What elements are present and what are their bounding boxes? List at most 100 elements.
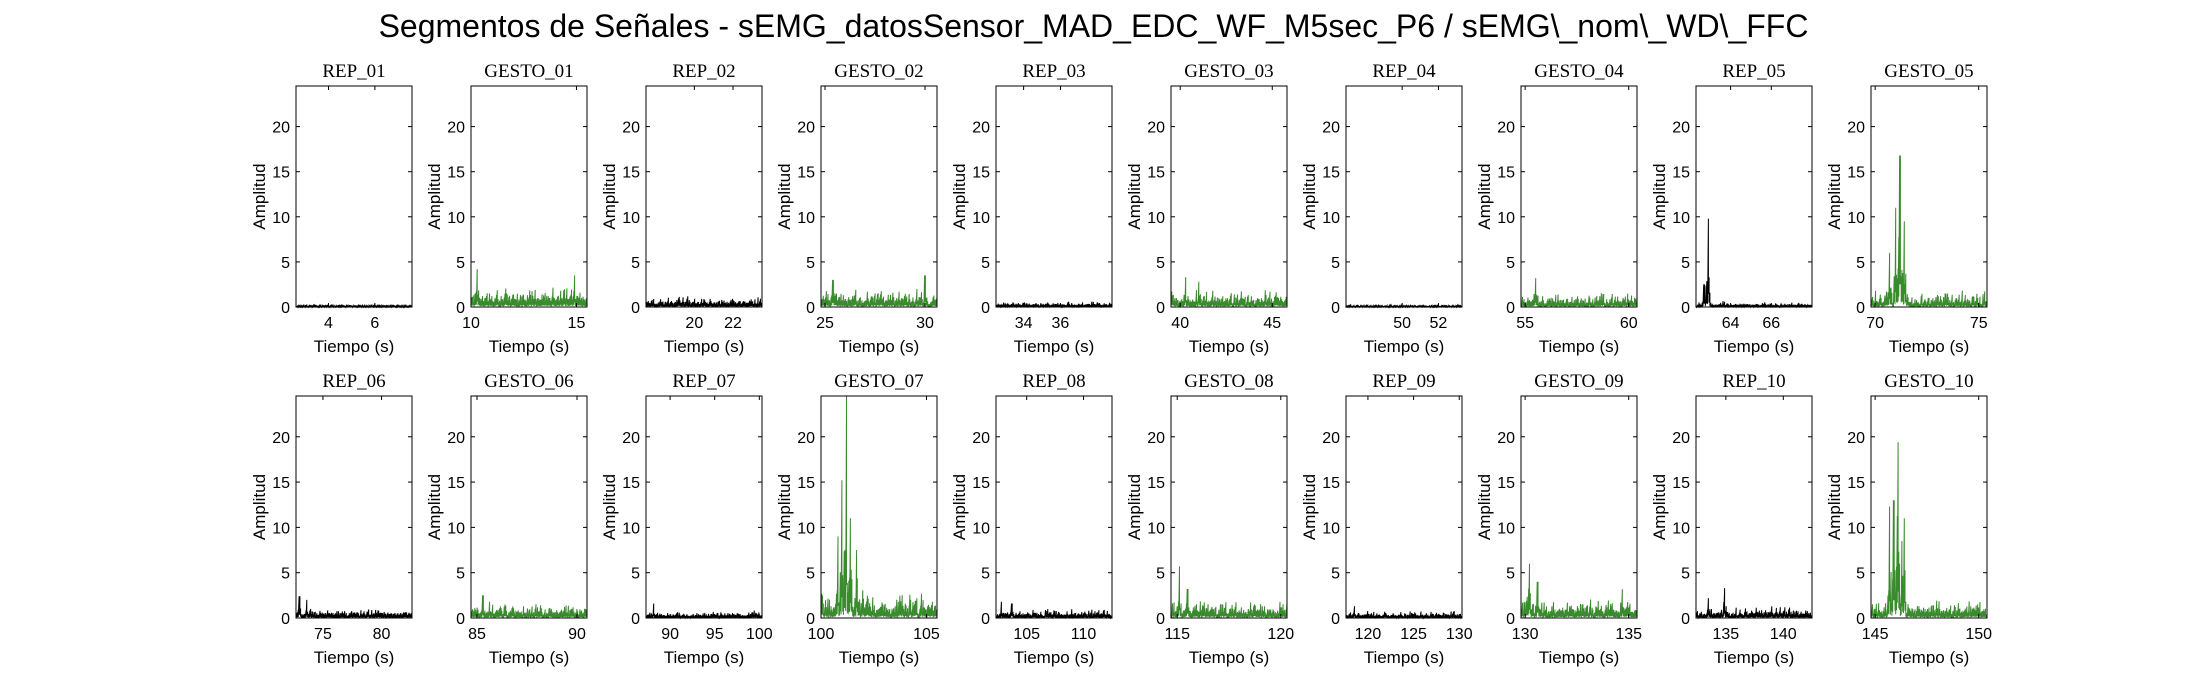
y-axis-label: Amplitud	[950, 474, 969, 540]
y-tick-label: 15	[1497, 165, 1515, 182]
subplot-title: REP_04	[1372, 61, 1436, 82]
y-tick-label: 20	[1497, 430, 1515, 447]
y-tick-label: 10	[1847, 520, 1865, 537]
y-tick-label: 15	[1147, 475, 1165, 492]
signal-trace	[995, 601, 1113, 620]
signal-trace	[1520, 278, 1638, 309]
y-tick-label: 5	[981, 566, 990, 583]
subplot-title: REP_02	[672, 61, 735, 82]
axes-box	[1520, 85, 1638, 308]
subplot-gesto-01: 0 5 10 15 20 10 15 GESTO_01 Tiempo (s) Amplitud	[425, 61, 588, 356]
y-tick-label: 5	[806, 255, 815, 272]
y-tick-label: 5	[281, 566, 290, 583]
x-tick-label: 120	[1267, 626, 1294, 643]
y-tick-label: 0	[1506, 300, 1515, 317]
axes-box	[1170, 85, 1288, 308]
y-tick-label: 10	[447, 210, 465, 227]
y-tick-label: 15	[622, 475, 640, 492]
y-tick-label: 0	[981, 611, 990, 628]
y-axis-label: Amplitud	[1300, 474, 1319, 540]
subplot-rep-07: 0 5 10 15 20 90 95 100 REP_07 Tiempo (s) Amplitud	[600, 371, 773, 667]
subplot-gesto-10: 0 5 10 15 20 145 150 GESTO_10 Tiempo (s) Amplitud	[1825, 371, 1992, 667]
y-axis-label: Amplitud	[1825, 163, 1844, 229]
y-tick-label: 10	[1497, 520, 1515, 537]
axes-box	[1870, 395, 1988, 619]
y-tick-label: 15	[272, 475, 290, 492]
y-axis-label: Amplitud	[950, 163, 969, 229]
subplot-title: GESTO_01	[484, 61, 573, 82]
y-tick-label: 15	[797, 475, 815, 492]
signal-trace	[995, 301, 1113, 309]
y-tick-label: 10	[447, 520, 465, 537]
x-axis-label: Tiempo (s)	[664, 337, 745, 356]
y-tick-label: 0	[1156, 611, 1165, 628]
y-tick-label: 20	[1322, 430, 1340, 447]
y-tick-label: 15	[272, 165, 290, 182]
y-tick-label: 10	[272, 520, 290, 537]
y-tick-label: 15	[1847, 475, 1865, 492]
axes-box	[1695, 85, 1813, 308]
y-axis-label: Amplitud	[250, 474, 269, 540]
x-tick-label: 100	[746, 626, 773, 643]
y-tick-label: 5	[1506, 255, 1515, 272]
x-tick-label: 100	[808, 626, 835, 643]
y-tick-label: 15	[1322, 475, 1340, 492]
y-tick-label: 20	[622, 120, 640, 137]
y-tick-label: 10	[622, 520, 640, 537]
y-axis-label: Amplitud	[600, 474, 619, 540]
y-tick-label: 10	[797, 210, 815, 227]
subplot-rep-10: 0 5 10 15 20 135 140 REP_10 Tiempo (s) Amplitud	[1650, 371, 1813, 667]
x-tick-label: 125	[1400, 626, 1427, 643]
y-tick-label: 5	[631, 566, 640, 583]
y-tick-label: 0	[1681, 611, 1690, 628]
y-axis-label: Amplitud	[1125, 163, 1144, 229]
axes-box	[1520, 395, 1638, 619]
x-tick-label: 20	[685, 315, 703, 332]
y-tick-label: 10	[972, 520, 990, 537]
axes-box	[1345, 395, 1463, 619]
y-tick-label: 10	[1322, 210, 1340, 227]
subplot-title: REP_07	[672, 371, 735, 392]
axes-box	[470, 85, 588, 308]
y-tick-label: 0	[1156, 300, 1165, 317]
signal-trace	[820, 275, 938, 309]
y-tick-label: 10	[1847, 210, 1865, 227]
subplot-rep-04: 0 5 10 15 20 50 52 REP_04 Tiempo (s) Amplitud	[1300, 61, 1463, 356]
x-tick-label: 60	[1620, 315, 1638, 332]
y-tick-label: 20	[797, 430, 815, 447]
y-tick-label: 15	[797, 165, 815, 182]
x-tick-label: 130	[1512, 626, 1539, 643]
y-axis-label: Amplitud	[775, 163, 794, 229]
x-tick-label: 34	[1015, 315, 1033, 332]
y-tick-label: 20	[797, 120, 815, 137]
y-tick-label: 5	[1331, 566, 1340, 583]
y-tick-label: 10	[797, 520, 815, 537]
x-tick-label: 105	[913, 626, 940, 643]
y-tick-label: 10	[272, 210, 290, 227]
x-tick-label: 45	[1263, 315, 1281, 332]
y-tick-label: 0	[631, 611, 640, 628]
x-tick-label: 10	[462, 315, 480, 332]
subplot-title: GESTO_08	[1184, 371, 1273, 392]
y-tick-label: 5	[1681, 255, 1690, 272]
subplot-gesto-02: 0 5 10 15 20 25 30 GESTO_02 Tiempo (s) Amplitud	[775, 61, 938, 356]
y-tick-label: 15	[447, 475, 465, 492]
signal-trace	[645, 296, 763, 309]
axes-box	[820, 85, 938, 308]
x-axis-label: Tiempo (s)	[314, 337, 395, 356]
y-tick-label: 10	[1322, 520, 1340, 537]
axes-box	[1870, 85, 1988, 308]
y-tick-label: 15	[972, 165, 990, 182]
x-tick-label: 90	[661, 626, 679, 643]
x-axis-label: Tiempo (s)	[664, 648, 745, 667]
x-tick-label: 52	[1430, 315, 1448, 332]
y-axis-label: Amplitud	[1650, 163, 1669, 229]
y-tick-label: 0	[1331, 300, 1340, 317]
y-tick-label: 20	[1322, 120, 1340, 137]
x-tick-label: 30	[916, 315, 934, 332]
y-tick-label: 20	[272, 120, 290, 137]
x-axis-label: Tiempo (s)	[1539, 337, 1620, 356]
axes-box	[470, 395, 588, 619]
y-tick-label: 20	[447, 430, 465, 447]
